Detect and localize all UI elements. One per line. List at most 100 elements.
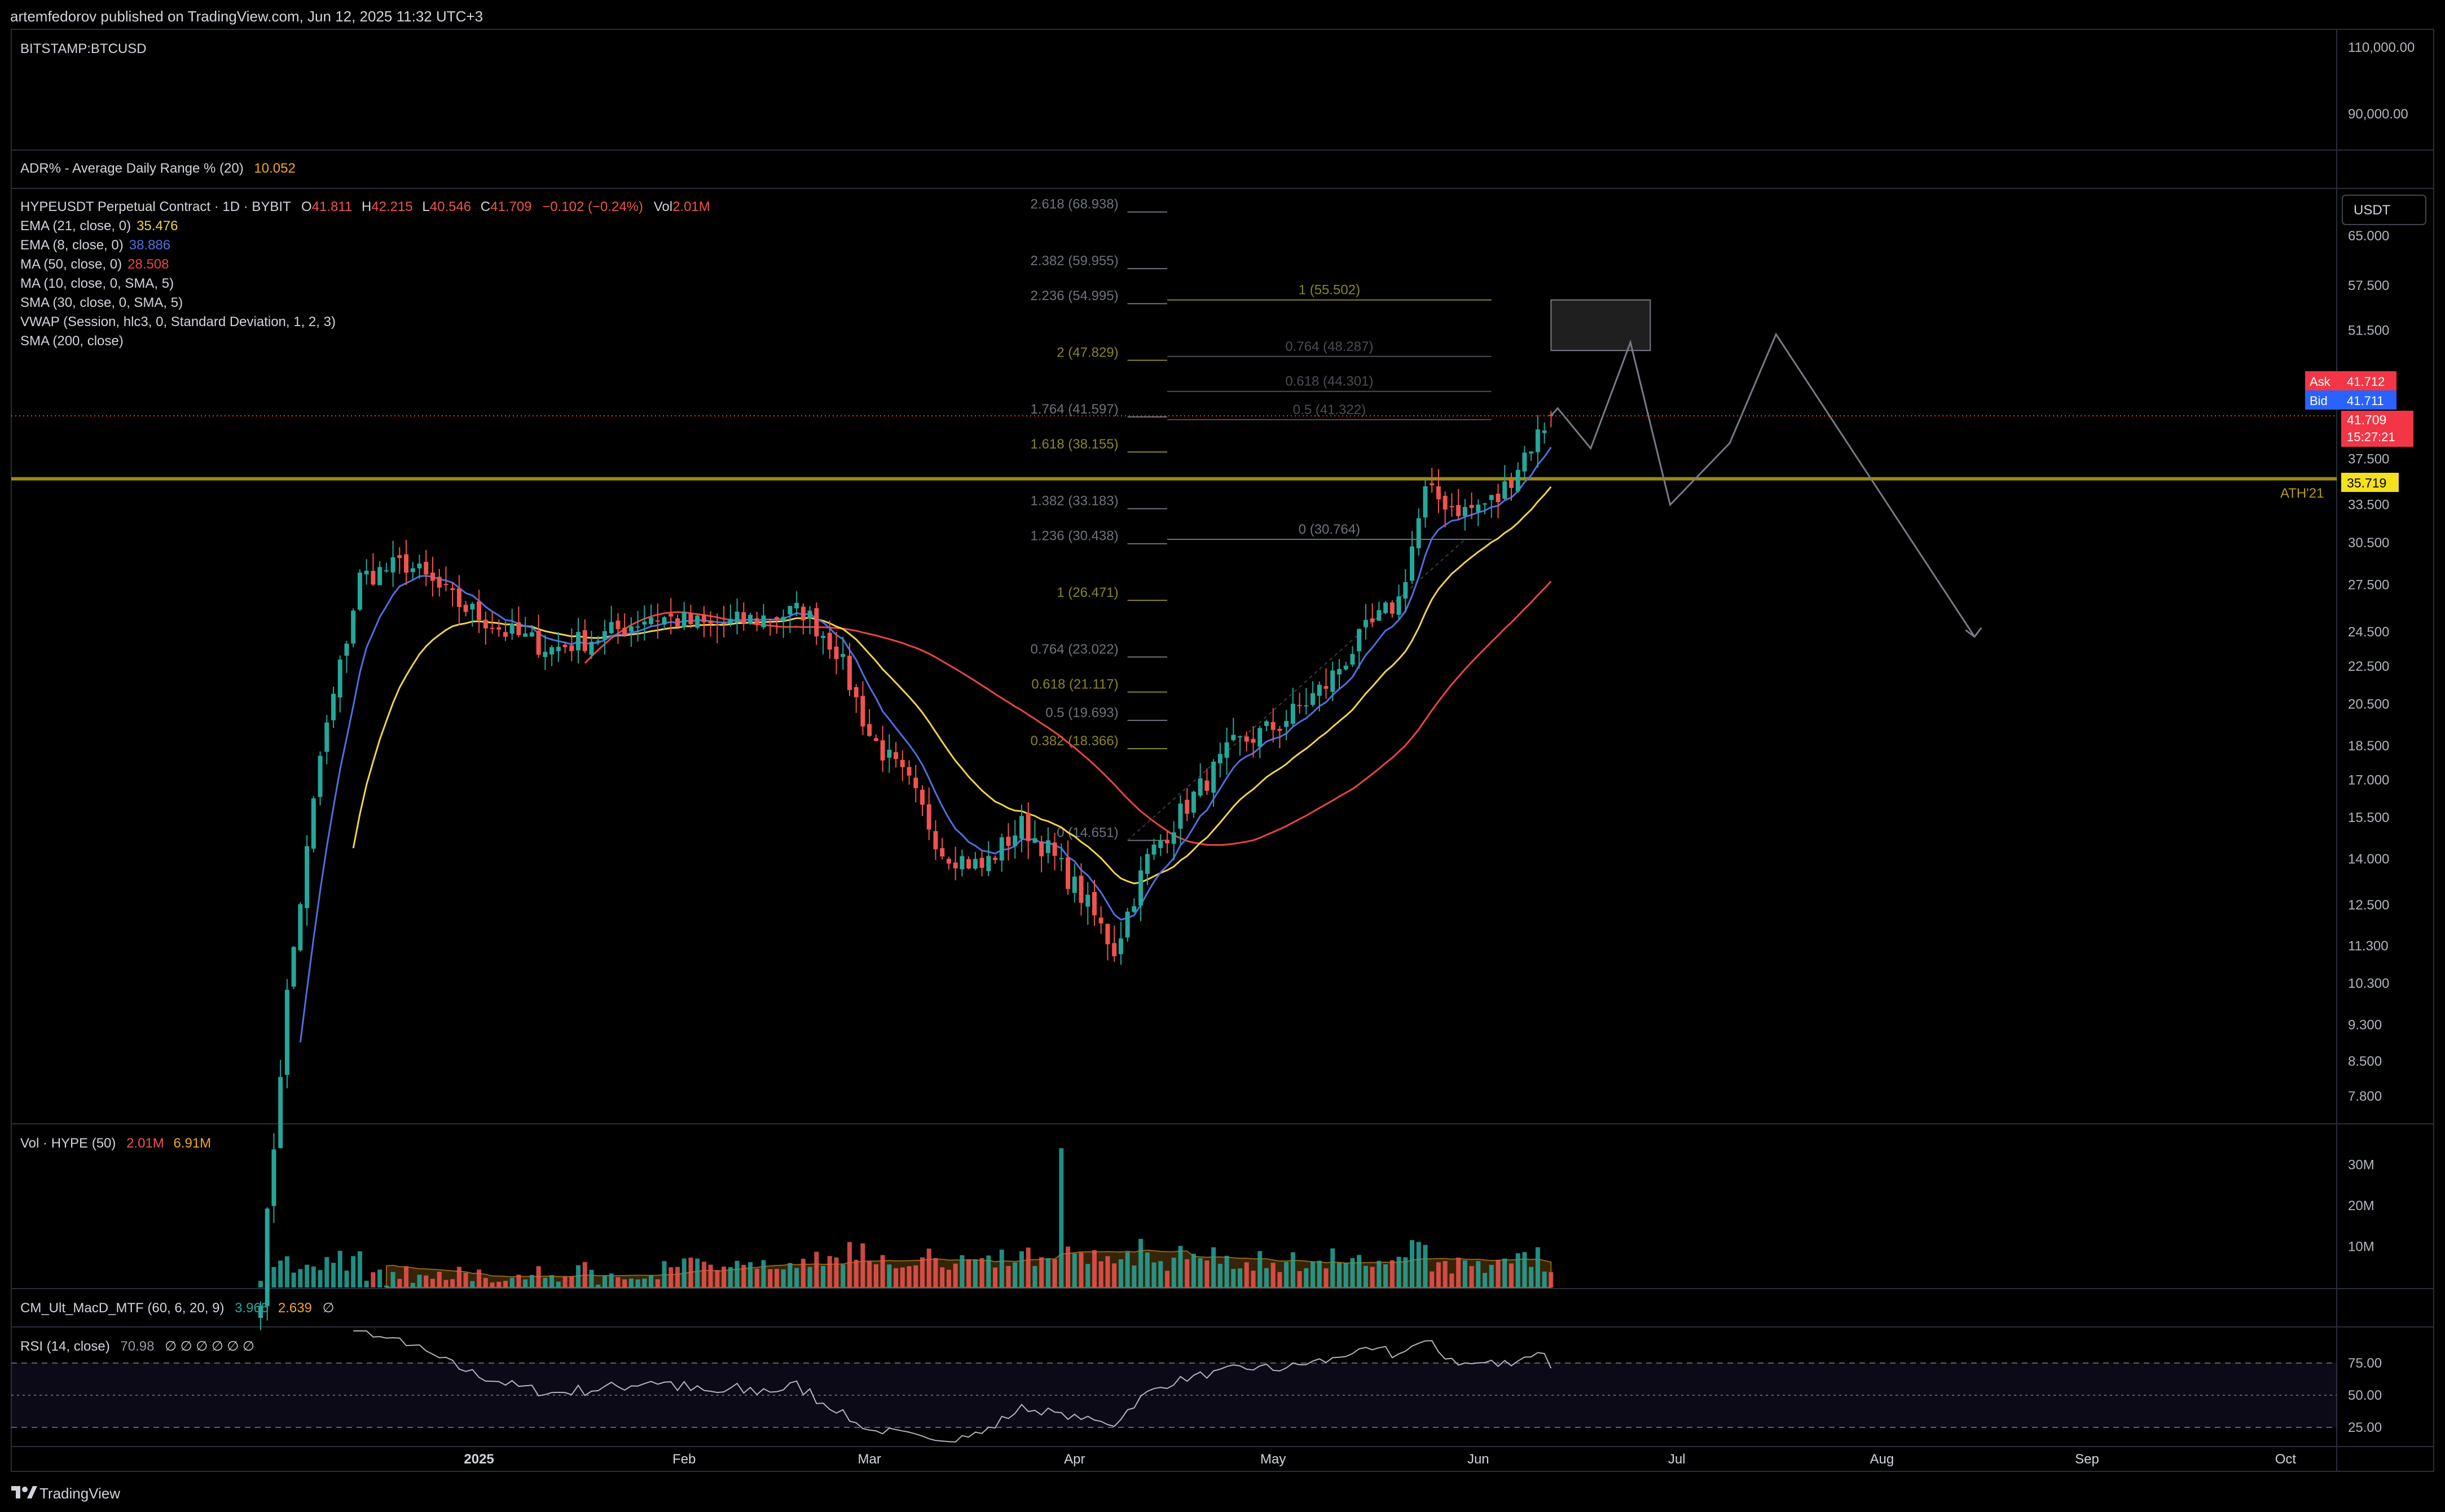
- candle: [1085, 882, 1090, 925]
- candle: [1317, 681, 1322, 711]
- candle: [318, 751, 323, 806]
- volume-bar: [430, 1278, 435, 1287]
- candle-body: [814, 608, 819, 636]
- price-axis-tick: 10.300: [2348, 976, 2389, 991]
- volume-bar: [324, 1257, 329, 1287]
- volume-bar: [1343, 1263, 1348, 1287]
- candle: [1330, 662, 1335, 701]
- volume-bar: [1270, 1263, 1276, 1287]
- candle: [1045, 827, 1050, 864]
- time-axis-tick: 2025: [464, 1452, 494, 1467]
- volume-bar: [867, 1261, 872, 1287]
- macd-legend: CM_Ult_MacD_MTF (60, 6, 20, 9) 3.965 2.6…: [20, 1300, 334, 1316]
- currency-badge[interactable]: [2342, 195, 2426, 225]
- indicator-legend-item[interactable]: MA (10, close, 0, SMA, 5): [20, 276, 174, 291]
- volume-bar: [1264, 1268, 1269, 1287]
- candle: [847, 643, 852, 696]
- candle: [1026, 802, 1031, 859]
- rsi-label: RSI (14, close): [20, 1339, 110, 1354]
- candle-body: [1019, 816, 1024, 839]
- candle-body: [364, 570, 369, 575]
- volume-bar: [543, 1277, 548, 1287]
- candle-body: [761, 615, 766, 627]
- candle-body: [953, 862, 958, 869]
- volume-bar: [781, 1269, 786, 1287]
- target-zone-rect[interactable]: [1550, 299, 1651, 351]
- candle-body: [1297, 705, 1302, 706]
- fib-level-label: 1.764 (41.597): [1031, 402, 1119, 417]
- indicator-legend-item[interactable]: EMA (21, close, 0) 35.476: [20, 218, 178, 234]
- candle: [1151, 838, 1156, 860]
- candle: [1515, 462, 1520, 493]
- volume-bar: [1112, 1263, 1117, 1287]
- volume-bar: [999, 1249, 1004, 1287]
- volume-bar: [576, 1265, 581, 1287]
- candle: [768, 619, 773, 636]
- candle: [384, 562, 389, 573]
- volume-bar: [1013, 1262, 1018, 1287]
- volume-bar: [642, 1278, 647, 1287]
- candle: [1039, 836, 1044, 873]
- volume-bar: [655, 1279, 660, 1287]
- time-axis-tick: Aug: [1870, 1452, 1894, 1467]
- candle-body: [1515, 469, 1520, 491]
- rsi-axis-tick: 50.00: [2348, 1388, 2382, 1403]
- volume-bar: [582, 1262, 587, 1287]
- candle-body: [1522, 452, 1527, 472]
- volume-bar: [860, 1243, 865, 1287]
- fibonacci-retracement[interactable]: 1 (55.502) 0.764 (48.287) 0.618 (44.301) 0.…: [1127, 283, 1492, 841]
- volume-bar: [1284, 1262, 1289, 1287]
- volume-bar: [562, 1276, 568, 1287]
- candle-body: [722, 623, 727, 625]
- candle-body: [695, 616, 700, 628]
- volume-bar: [933, 1258, 938, 1287]
- candle-body: [1165, 839, 1170, 843]
- volume-bar: [483, 1278, 488, 1287]
- candle-body: [993, 858, 998, 860]
- indicator-legend-item[interactable]: SMA (200, close): [20, 333, 124, 349]
- candle-body: [913, 777, 918, 788]
- candle: [635, 610, 640, 642]
- candle-body: [1125, 911, 1130, 938]
- candle: [615, 613, 621, 644]
- target-zone[interactable]: [1550, 299, 1651, 351]
- projection-polyline[interactable]: [1550, 332, 1976, 638]
- volume-bar: [887, 1264, 892, 1287]
- candle-body: [979, 858, 984, 868]
- candle-body: [821, 635, 826, 638]
- tradingview-logo-text: TradingView: [39, 1485, 120, 1502]
- indicator-legend-item[interactable]: MA (50, close, 0) 28.508: [20, 257, 169, 272]
- indicator-legend-item[interactable]: SMA (30, close, 0, SMA, 5): [20, 295, 183, 310]
- fibonacci-extension[interactable]: 2.618 (68.938) 2.382 (59.955) 2.236 (54.99…: [1031, 197, 1168, 841]
- currency-label: USDT: [2354, 203, 2391, 218]
- volume-bar: [1238, 1268, 1243, 1287]
- candle-body: [1535, 429, 1540, 452]
- candle: [655, 603, 660, 639]
- volume-bar: [1363, 1265, 1368, 1287]
- time-axis[interactable]: 2025 Feb Mar Apr May Jun Jul Aug Sep Oct: [464, 1452, 2296, 1467]
- candle: [516, 606, 521, 638]
- candle: [1211, 759, 1216, 807]
- candle: [940, 838, 945, 860]
- candle-body: [1079, 876, 1084, 903]
- main-symbol-title[interactable]: HYPEUSDT Perpetual Contract · 1D · BYBIT…: [20, 199, 710, 214]
- candle: [1105, 923, 1110, 961]
- volume-bars: [258, 1148, 1554, 1288]
- candle-body: [1370, 618, 1375, 622]
- price-axis[interactable]: 65.000 57.500 51.500 37.500 33.500 30.500 27.5…: [2348, 228, 2389, 1104]
- candle: [377, 561, 382, 586]
- volume-bar: [1323, 1268, 1329, 1287]
- volume-bar: [569, 1276, 574, 1287]
- indicator-legend-item[interactable]: VWAP (Session, hlc3, 0, Standard Deviati…: [20, 314, 336, 329]
- volume-bar: [688, 1258, 693, 1287]
- candle: [1006, 823, 1011, 861]
- projection-path[interactable]: [1550, 332, 1982, 638]
- indicator-legend-item[interactable]: EMA (8, close, 0) 38.886: [20, 238, 170, 253]
- candle-body: [728, 618, 733, 624]
- volume-bar: [873, 1264, 878, 1287]
- candle-body: [602, 631, 607, 640]
- candle-body: [1045, 840, 1050, 854]
- candle-body: [940, 848, 945, 856]
- volume-bar: [331, 1263, 336, 1287]
